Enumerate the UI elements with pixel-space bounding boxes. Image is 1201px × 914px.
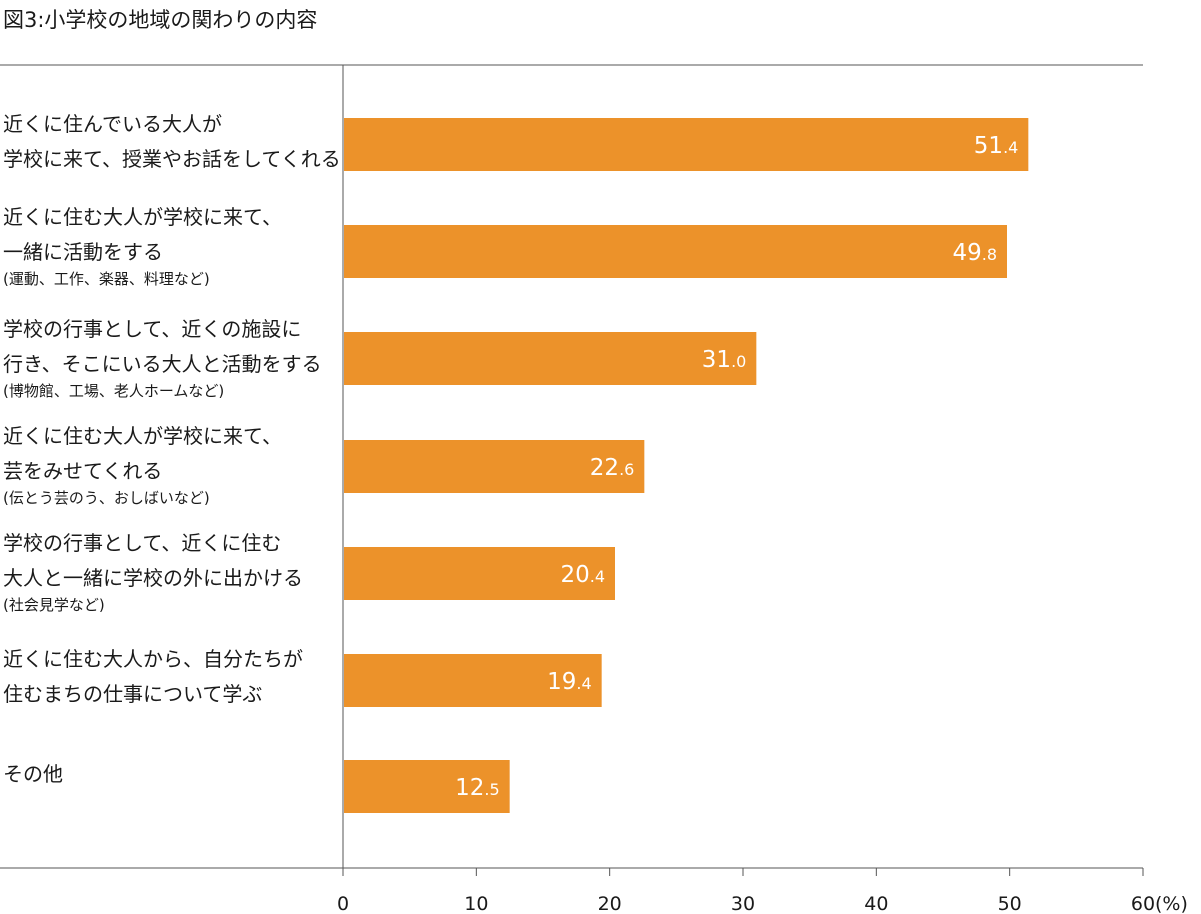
category-label: 近くに住んでいる大人が学校に来て、授業やお話をしてくれる bbox=[3, 107, 341, 177]
category-label-line: 住むまちの仕事について学ぶ bbox=[3, 682, 263, 706]
bar bbox=[344, 547, 615, 600]
category-label: その他 bbox=[3, 757, 338, 792]
x-axis-ticks: 0 10 20 30 40 50 60 (%) bbox=[337, 868, 1188, 914]
bar bbox=[344, 118, 1029, 171]
category-label-note: (伝とう芸のう、おしばいなど) bbox=[3, 489, 210, 507]
chart-frame bbox=[0, 64, 1143, 869]
category-label-line: 近くに住んでいる大人が bbox=[3, 112, 222, 136]
x-tick-label: 30 bbox=[731, 893, 755, 914]
bar-value-label: 12.5 bbox=[455, 775, 500, 801]
category-label: 近くに住む大人が学校に来て、 芸をみせてくれる (伝とう芸のう、おしばいなど) bbox=[3, 419, 338, 507]
x-axis-unit: (%) bbox=[1155, 893, 1188, 914]
bar-value-label: 49.8 bbox=[952, 240, 997, 266]
bar-value-label: 20.4 bbox=[560, 562, 605, 588]
x-tick-label: 10 bbox=[464, 893, 488, 914]
bar bbox=[344, 225, 1007, 278]
category-label-line: その他 bbox=[3, 762, 63, 786]
x-tick-label: 50 bbox=[998, 893, 1022, 914]
category-label-line: 行き、そこにいる大人と活動をする bbox=[3, 352, 322, 376]
category-label: 学校の行事として、近くに住む 大人と一緒に学校の外に出かける (社会見学など) bbox=[3, 526, 338, 614]
bar-value-label: 19.4 bbox=[547, 669, 592, 695]
bar-value-label: 51.4 bbox=[974, 133, 1019, 159]
bars-group: 51.4 49.8 31.0 22.6 20.4 19.4 12.5 bbox=[344, 118, 1029, 813]
bar bbox=[344, 654, 602, 707]
category-label-line: 近くに住む大人が学校に来て、 bbox=[3, 205, 282, 229]
bar bbox=[344, 332, 757, 385]
category-label-line: 芸をみせてくれる bbox=[3, 459, 163, 483]
category-label-line: 大人と一緒に学校の外に出かける bbox=[3, 566, 303, 590]
category-label: 学校の行事として、近くの施設に 行き、そこにいる大人と活動をする (博物館、工場、老… bbox=[3, 312, 338, 400]
category-label-line: 近くに住む大人が学校に来て、 bbox=[3, 424, 282, 448]
category-label-note: (博物館、工場、老人ホームなど) bbox=[3, 382, 225, 400]
x-tick-label: 0 bbox=[337, 893, 349, 914]
chart-title: 図3:小学校の地域の関わりの内容 bbox=[3, 8, 318, 32]
bar bbox=[344, 760, 510, 813]
x-tick-label: 40 bbox=[864, 893, 888, 914]
category-label-note: (運動、工作、楽器、料理など) bbox=[3, 270, 210, 288]
bar-value-label: 22.6 bbox=[590, 455, 635, 481]
category-label-line: 学校に来て、授業やお話をしてくれる bbox=[3, 147, 341, 171]
category-label: 近くに住む大人が学校に来て、 一緒に活動をする (運動、工作、楽器、料理など) bbox=[3, 200, 338, 288]
category-label-note: (社会見学など) bbox=[3, 596, 105, 614]
x-tick-label: 60 bbox=[1131, 893, 1155, 914]
category-label-line: 近くに住む大人から、自分たちが bbox=[3, 647, 303, 671]
category-label-line: 学校の行事として、近くの施設に bbox=[3, 317, 302, 341]
category-label-line: 学校の行事として、近くに住む bbox=[3, 531, 282, 555]
x-tick-label: 20 bbox=[598, 893, 622, 914]
category-label-line: 一緒に活動をする bbox=[3, 240, 163, 264]
category-label: 近くに住む大人から、自分たちが 住むまちの仕事について学ぶ bbox=[3, 642, 338, 712]
bar bbox=[344, 440, 645, 493]
bar-value-label: 31.0 bbox=[702, 347, 747, 373]
